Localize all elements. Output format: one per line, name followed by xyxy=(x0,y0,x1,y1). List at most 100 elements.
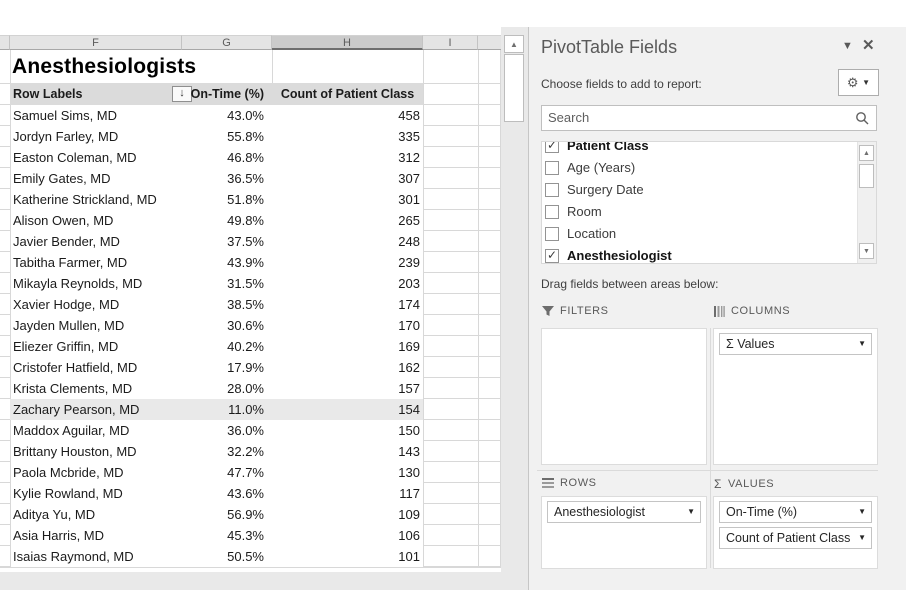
field-checkbox[interactable] xyxy=(545,161,559,175)
on-time-cell[interactable]: 40.2% xyxy=(227,339,264,354)
count-cell[interactable]: 312 xyxy=(398,150,420,165)
on-time-cell[interactable]: 55.8% xyxy=(227,129,264,144)
anesthesiologist-name-cell[interactable]: Cristofer Hatfield, MD xyxy=(13,360,138,375)
anesthesiologist-name-cell[interactable]: Easton Coleman, MD xyxy=(13,150,137,165)
on-time-cell[interactable]: 43.6% xyxy=(227,486,264,501)
table-row[interactable]: Asia Harris, MD 45.3% 106 xyxy=(10,525,423,546)
tools-gear-button[interactable]: ⚙ ▼ xyxy=(838,69,879,96)
table-row[interactable]: Isaias Raymond, MD 50.5% 101 xyxy=(10,546,423,567)
on-time-cell[interactable]: 11.0% xyxy=(228,402,264,417)
column-header-f[interactable]: F xyxy=(10,35,182,50)
on-time-cell[interactable]: 38.5% xyxy=(227,297,264,312)
table-row[interactable]: Kylie Rowland, MD 43.6% 117 xyxy=(10,483,423,504)
field-list-scrollbar[interactable]: ▲ ▼ xyxy=(857,142,876,263)
table-row[interactable]: Javier Bender, MD 37.5% 248 xyxy=(10,231,423,252)
count-cell[interactable]: 109 xyxy=(398,507,420,522)
anesthesiologist-name-cell[interactable]: Katherine Strickland, MD xyxy=(13,192,157,207)
anesthesiologist-name-cell[interactable]: Isaias Raymond, MD xyxy=(13,549,134,564)
count-cell[interactable]: 130 xyxy=(398,465,420,480)
field-checkbox[interactable] xyxy=(545,205,559,219)
table-row[interactable]: Xavier Hodge, MD 38.5% 174 xyxy=(10,294,423,315)
field-checkbox[interactable] xyxy=(545,227,559,241)
on-time-cell[interactable]: 31.5% xyxy=(227,276,264,291)
table-row[interactable]: Samuel Sims, MD 43.0% 458 xyxy=(10,105,423,126)
on-time-cell[interactable]: 51.8% xyxy=(227,192,264,207)
on-time-cell[interactable]: 17.9% xyxy=(227,360,264,375)
anesthesiologist-name-cell[interactable]: Jordyn Farley, MD xyxy=(13,129,119,144)
on-time-cell[interactable]: 43.0% xyxy=(227,108,264,123)
sheet-vertical-scrollbar[interactable]: ▲ xyxy=(501,27,528,572)
on-time-cell[interactable]: 36.0% xyxy=(227,423,264,438)
count-cell[interactable]: 203 xyxy=(398,276,420,291)
field-list-item[interactable]: Room xyxy=(542,201,876,223)
table-row[interactable]: Katherine Strickland, MD 51.8% 301 xyxy=(10,189,423,210)
count-cell[interactable]: 106 xyxy=(398,528,420,543)
on-time-cell[interactable]: 47.7% xyxy=(227,465,264,480)
on-time-cell[interactable]: 43.9% xyxy=(227,255,264,270)
field-checkbox[interactable]: ✓ xyxy=(545,248,559,263)
field-checkbox[interactable] xyxy=(545,183,559,197)
anesthesiologist-name-cell[interactable]: Aditya Yu, MD xyxy=(13,507,96,522)
anesthesiologist-name-cell[interactable]: Xavier Hodge, MD xyxy=(13,297,120,312)
table-row[interactable]: Tabitha Farmer, MD 43.9% 239 xyxy=(10,252,423,273)
chevron-down-icon[interactable]: ▼ xyxy=(858,339,866,348)
table-row[interactable]: Krista Clements, MD 28.0% 157 xyxy=(10,378,423,399)
on-time-cell[interactable]: 49.8% xyxy=(227,213,264,228)
on-time-header[interactable]: On-Time (%) xyxy=(190,87,264,101)
on-time-cell[interactable]: 50.5% xyxy=(227,549,264,564)
chevron-down-icon[interactable]: ▼ xyxy=(687,507,695,516)
field-list-item[interactable]: Surgery Date xyxy=(542,179,876,201)
table-row[interactable]: Eliezer Griffin, MD 40.2% 169 xyxy=(10,336,423,357)
count-cell[interactable]: 150 xyxy=(398,423,420,438)
field-list-item[interactable]: Location xyxy=(542,223,876,245)
on-time-cell[interactable]: 32.2% xyxy=(227,444,264,459)
column-header-g[interactable]: G xyxy=(182,35,272,50)
table-row[interactable]: Jayden Mullen, MD 30.6% 170 xyxy=(10,315,423,336)
on-time-cell[interactable]: 46.8% xyxy=(227,150,264,165)
field-pill[interactable]: Count of Patient Class ▼ xyxy=(719,527,872,549)
anesthesiologist-name-cell[interactable]: Jayden Mullen, MD xyxy=(13,318,125,333)
row-labels-header[interactable]: Row Labels xyxy=(13,87,83,101)
table-row[interactable]: Emily Gates, MD 36.5% 307 xyxy=(10,168,423,189)
chevron-down-icon[interactable]: ▼ xyxy=(858,533,866,542)
column-header-j-sliver[interactable] xyxy=(478,35,501,50)
count-cell[interactable]: 239 xyxy=(398,255,420,270)
count-cell[interactable]: 307 xyxy=(398,171,420,186)
anesthesiologist-name-cell[interactable]: Brittany Houston, MD xyxy=(13,444,137,459)
count-cell[interactable]: 162 xyxy=(398,360,420,375)
filters-drop-zone[interactable] xyxy=(541,328,707,465)
anesthesiologist-name-cell[interactable]: Kylie Rowland, MD xyxy=(13,486,123,501)
field-pill[interactable]: Σ Values ▼ xyxy=(719,333,872,355)
field-pill[interactable]: Anesthesiologist ▼ xyxy=(547,501,701,523)
table-row[interactable]: Paola Mcbride, MD 47.7% 130 xyxy=(10,462,423,483)
anesthesiologist-name-cell[interactable]: Asia Harris, MD xyxy=(13,528,105,543)
field-checkbox[interactable]: ✓ xyxy=(545,141,559,153)
anesthesiologist-name-cell[interactable]: Emily Gates, MD xyxy=(13,171,111,186)
search-input[interactable]: Search xyxy=(541,105,877,131)
table-row[interactable]: Easton Coleman, MD 46.8% 312 xyxy=(10,147,423,168)
table-row[interactable]: Mikayla Reynolds, MD 31.5% 203 xyxy=(10,273,423,294)
anesthesiologist-name-cell[interactable]: Eliezer Griffin, MD xyxy=(13,339,119,354)
count-cell[interactable]: 169 xyxy=(398,339,420,354)
close-icon[interactable]: ✕ xyxy=(862,37,875,54)
count-cell[interactable]: 458 xyxy=(398,108,420,123)
table-row[interactable]: Alison Owen, MD 49.8% 265 xyxy=(10,210,423,231)
count-cell[interactable]: 101 xyxy=(398,549,420,564)
columns-drop-zone[interactable]: Σ Values ▼ xyxy=(713,328,878,465)
on-time-cell[interactable]: 37.5% xyxy=(227,234,264,249)
on-time-cell[interactable]: 28.0% xyxy=(227,381,264,396)
anesthesiologist-name-cell[interactable]: Zachary Pearson, MD xyxy=(13,402,140,417)
chevron-down-icon[interactable]: ▼ xyxy=(858,507,866,516)
row-labels-filter-button[interactable]: ↓ xyxy=(172,86,192,102)
field-pill[interactable]: On-Time (%) ▼ xyxy=(719,501,872,523)
scroll-thumb[interactable] xyxy=(504,54,524,122)
field-list-item[interactable]: ✓ Anesthesiologist xyxy=(542,245,876,263)
rows-drop-zone[interactable]: Anesthesiologist ▼ xyxy=(541,496,707,569)
count-cell[interactable]: 157 xyxy=(398,381,420,396)
on-time-cell[interactable]: 56.9% xyxy=(227,507,264,522)
column-header-e-sliver[interactable] xyxy=(0,35,10,50)
count-cell[interactable]: 117 xyxy=(399,486,420,501)
anesthesiologist-name-cell[interactable]: Alison Owen, MD xyxy=(13,213,114,228)
scroll-thumb[interactable] xyxy=(859,164,874,188)
column-header-i[interactable]: I xyxy=(423,35,478,50)
